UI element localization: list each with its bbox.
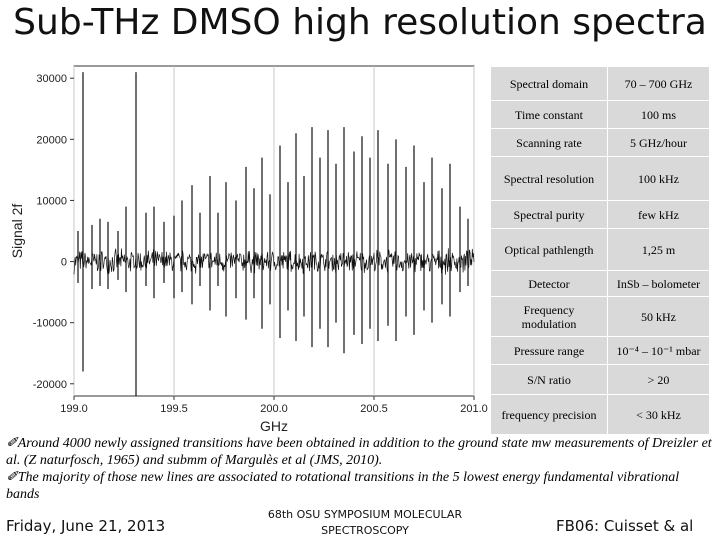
notes: ✐Around 4000 newly assigned transitions …	[6, 435, 716, 503]
param-label: Detector	[490, 270, 608, 297]
param-value: 5 GHz/hour	[607, 128, 710, 157]
x-axis-label: GHz	[260, 418, 288, 434]
param-value: 50 kHz	[607, 296, 710, 337]
footer-talk-id: FB06: Cuisset & al	[556, 517, 694, 535]
footer-conference: 68th OSU SYMPOSIUM MOLECULAR SPECTROSCOP…	[267, 508, 463, 537]
y-tick-label: 0	[61, 257, 67, 269]
param-row: Spectral domain 70 – 700 GHz	[490, 66, 710, 101]
param-value: 10⁻⁴ – 10⁻¹ mbar	[607, 336, 710, 365]
parameters-table: Spectral domain 70 – 700 GHz Time constant…	[490, 66, 710, 435]
param-label: Spectral domain	[490, 66, 608, 101]
note-transitions: ✐Around 4000 newly assigned transitions …	[6, 436, 712, 468]
param-value: 1,25 m	[607, 228, 710, 271]
param-label: Pressure range	[490, 336, 608, 365]
param-row: S/N ratio > 20	[490, 364, 710, 395]
param-label: Frequency modulation	[490, 296, 608, 337]
param-row: Time constant 100 ms	[490, 100, 710, 129]
param-value: few kHz	[607, 200, 710, 229]
param-value: < 30 kHz	[607, 394, 710, 435]
x-tick-label: 201.0	[460, 403, 488, 415]
param-row: frequency precision < 30 kHz	[490, 394, 710, 435]
slide-title: Sub-THz DMSO high resolution spectra	[13, 2, 707, 43]
param-row: Optical pathlength 1,25 m	[490, 228, 710, 271]
param-label: Optical pathlength	[490, 228, 608, 271]
param-row: Pressure range 10⁻⁴ – 10⁻¹ mbar	[490, 336, 710, 365]
param-value: > 20	[607, 364, 710, 395]
param-value: 100 kHz	[607, 156, 710, 201]
y-tick-label: 30000	[36, 73, 67, 85]
param-value: 70 – 700 GHz	[607, 66, 710, 101]
spectrum-chart: 30000 20000 10000 0 -10000 -20000 199.0 199.5 20…	[9, 65, 488, 434]
param-value: 100 ms	[607, 100, 710, 129]
y-tick-label: -10000	[33, 318, 67, 330]
param-label: Spectral resolution	[490, 156, 608, 201]
x-tick-label: 199.0	[60, 403, 88, 415]
param-label: Time constant	[490, 100, 608, 129]
param-row: Detector InSb – bolometer	[490, 270, 710, 297]
param-row: Spectral resolution 100 kHz	[490, 156, 710, 201]
note-vibrational-bands: ✐The majority of those new lines are ass…	[6, 470, 680, 502]
param-label: Spectral purity	[490, 200, 608, 229]
x-tick-label: 200.0	[260, 403, 288, 415]
y-tick-label: 20000	[36, 134, 67, 146]
footer-date: Friday, June 21, 2013	[6, 517, 166, 535]
param-label: S/N ratio	[490, 364, 608, 395]
param-label: frequency precision	[490, 394, 608, 435]
x-tick-label: 199.5	[160, 403, 188, 415]
param-label: Scanning rate	[490, 128, 608, 157]
y-tick-label: 10000	[36, 195, 67, 207]
noise-trace	[73, 248, 475, 275]
param-row: Spectral purity few kHz	[490, 200, 710, 229]
x-tick-label: 200.5	[360, 403, 388, 415]
y-tick-label: -20000	[33, 379, 67, 391]
y-axis-label: Signal 2f	[9, 204, 25, 259]
param-row: Frequency modulation 50 kHz	[490, 296, 710, 337]
param-value: InSb – bolometer	[607, 270, 710, 297]
param-row: Scanning rate 5 GHz/hour	[490, 128, 710, 157]
